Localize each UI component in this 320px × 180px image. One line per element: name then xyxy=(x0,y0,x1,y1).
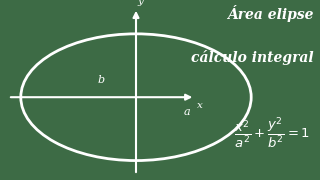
Text: b: b xyxy=(97,75,104,85)
Text: a: a xyxy=(184,107,190,117)
Text: x: x xyxy=(197,101,203,110)
Text: $\dfrac{x^2}{a^2} + \dfrac{y^2}{b^2} = 1$: $\dfrac{x^2}{a^2} + \dfrac{y^2}{b^2} = 1… xyxy=(234,115,310,150)
Text: cálculo integral: cálculo integral xyxy=(191,50,314,65)
Text: Área elipse: Área elipse xyxy=(227,5,314,22)
Text: y: y xyxy=(138,0,144,6)
